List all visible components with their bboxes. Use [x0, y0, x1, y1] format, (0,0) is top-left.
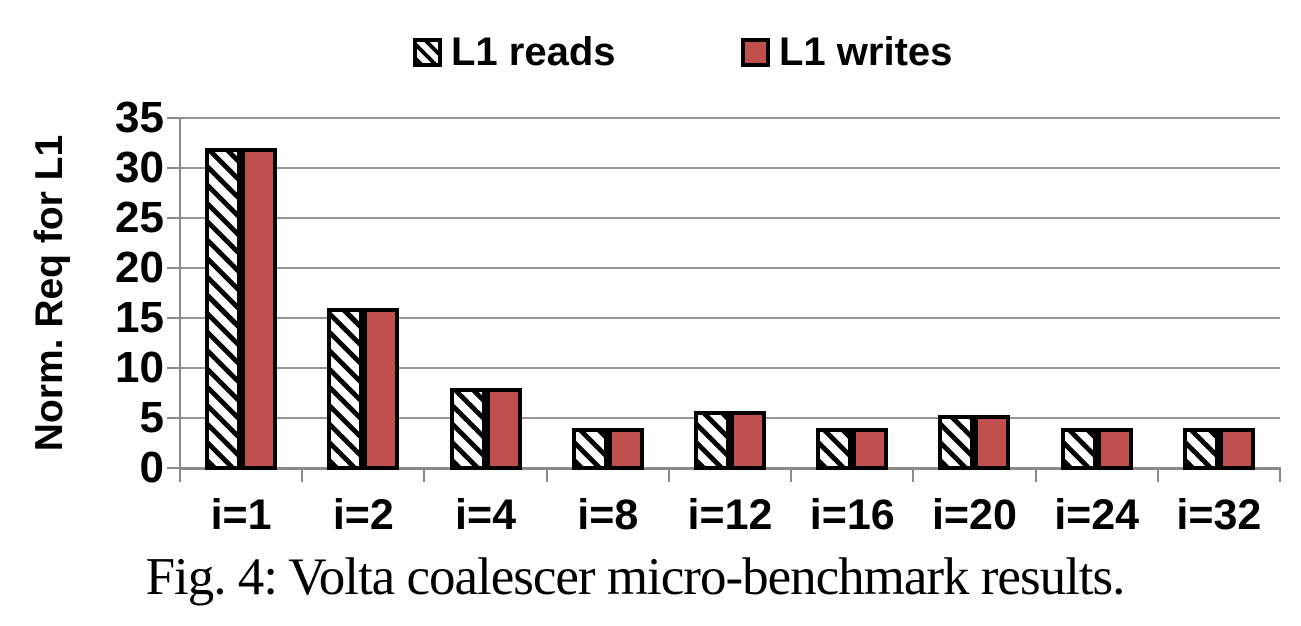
y-tick-10: [167, 367, 183, 369]
bar-l1-writes-i=20: [974, 415, 1011, 470]
y-tick-label-25: 25: [115, 193, 164, 242]
y-tick-label-5: 5: [139, 393, 164, 442]
bar-l1-reads-i=2: [327, 308, 364, 470]
x-category-label-i=4: i=4: [455, 491, 517, 539]
bar-l1-reads-i=12: [694, 411, 730, 470]
bar-l1-writes-i=2: [363, 308, 400, 470]
bar-l1-writes-i=16: [852, 428, 889, 470]
bar-l1-writes-i=1: [241, 148, 278, 470]
y-axis-title: Norm. Req for L1: [28, 134, 71, 452]
x-tick-1: [301, 468, 304, 482]
bar-l1-writes-i=4: [485, 388, 522, 470]
y-tick-label-10: 10: [115, 343, 164, 392]
gridline-y-30: [180, 167, 1280, 169]
x-category-label-i=16: i=16: [809, 491, 895, 539]
l1-writes-red-swatch-icon: [741, 37, 770, 67]
x-tick-7: [1034, 468, 1037, 482]
legend-label-l1-reads: L1 reads: [451, 30, 616, 74]
x-category-label-i=2: i=2: [332, 491, 394, 539]
x-category-label-i=1: i=1: [210, 491, 272, 539]
y-tick-15: [167, 317, 183, 319]
bar-l1-writes-i=8: [607, 428, 644, 470]
y-tick-0: [167, 467, 183, 469]
gridline-y-20: [180, 267, 1280, 269]
figure-caption: Fig. 4: Volta coalescer micro-benchmark …: [145, 548, 1126, 606]
gridline-y-25: [180, 217, 1280, 219]
y-tick-label-20: 20: [115, 243, 164, 292]
x-tick-0: [179, 468, 181, 482]
bar-l1-reads-i=8: [571, 428, 608, 470]
y-tick-30: [167, 167, 183, 169]
x-tick-6: [912, 468, 915, 482]
y-tick-5: [167, 417, 183, 419]
y-tick-label-0: 0: [139, 443, 164, 492]
y-tick-label-15: 15: [115, 293, 164, 342]
legend-item-l1-reads: L1 reads: [413, 30, 616, 74]
y-axis-line: [179, 118, 181, 482]
legend-label-l1-writes: L1 writes: [779, 30, 953, 74]
y-tick-label-30: 30: [115, 143, 164, 192]
x-category-label-i=24: i=24: [1054, 491, 1140, 539]
x-category-label-i=8: i=8: [577, 491, 639, 539]
l1-reads-hatched-swatch-icon: [413, 37, 442, 67]
y-tick-label-35: 35: [115, 93, 164, 142]
bar-l1-reads-i=32: [1182, 428, 1219, 470]
bar-l1-reads-i=24: [1060, 428, 1097, 470]
legend-item-l1-writes: L1 writes: [741, 30, 953, 74]
bar-l1-writes-i=12: [730, 411, 766, 470]
x-category-label-i=32: i=32: [1176, 491, 1262, 539]
bar-l1-reads-i=16: [816, 428, 853, 470]
x-tick-4: [667, 468, 670, 482]
bar-l1-reads-i=1: [205, 148, 242, 470]
x-category-label-i=12: i=12: [687, 491, 773, 539]
bar-l1-reads-i=20: [938, 415, 975, 470]
x-tick-5: [790, 468, 793, 482]
bar-l1-writes-i=24: [1096, 428, 1133, 470]
bar-l1-reads-i=4: [449, 388, 486, 470]
x-category-label-i=20: i=20: [931, 491, 1017, 539]
y-tick-25: [167, 217, 183, 219]
gridline-y-10: [180, 367, 1280, 369]
x-tick-2: [423, 468, 426, 482]
gridline-y-15: [180, 317, 1280, 319]
y-tick-20: [167, 267, 183, 269]
x-tick-8: [1156, 468, 1159, 482]
x-tick-9: [1279, 468, 1281, 482]
y-tick-35: [167, 117, 183, 119]
gridline-y-35: [180, 117, 1280, 119]
x-tick-3: [545, 468, 548, 482]
bar-l1-writes-i=32: [1218, 428, 1255, 470]
